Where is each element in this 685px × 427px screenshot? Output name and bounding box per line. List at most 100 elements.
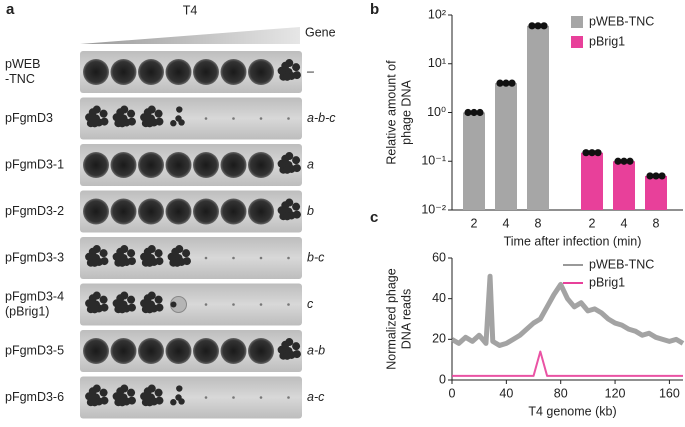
plaque	[127, 396, 136, 405]
plaque	[118, 398, 127, 407]
plaque	[90, 119, 99, 128]
replicate-dot	[534, 22, 542, 30]
gene-label: a	[307, 157, 314, 171]
plaque	[155, 117, 164, 126]
gene-label: b	[307, 204, 314, 218]
gene-header: Gene	[305, 25, 336, 39]
faint-spot	[259, 396, 263, 399]
bar	[495, 83, 517, 210]
plaque	[170, 399, 177, 406]
strain-label: pFgmD3-1	[5, 157, 64, 171]
plaque	[127, 388, 136, 397]
plaque	[292, 210, 301, 219]
replicate-dot	[502, 79, 510, 87]
strain-label: pFgmD3-2	[5, 204, 64, 218]
x-tick-label: 80	[554, 386, 568, 400]
gene-label: c	[307, 297, 314, 311]
plaque	[292, 164, 301, 173]
y-axis-label: DNA reads	[399, 289, 413, 349]
plaque	[127, 117, 136, 126]
plaque	[143, 108, 152, 117]
y-tick-label: 0	[439, 372, 446, 386]
faint-spot	[287, 256, 290, 260]
bar	[581, 152, 603, 210]
lysis-spot	[248, 338, 274, 364]
replicate-dot	[470, 108, 478, 117]
y-axis-label: phage DNA	[399, 80, 413, 145]
replicate-dot	[652, 172, 660, 180]
y-tick-label: 60	[432, 250, 446, 264]
panel-label: c	[370, 209, 378, 226]
replicate-dot	[528, 22, 536, 30]
plaque	[116, 108, 125, 117]
faint-spot	[259, 256, 263, 260]
replicate-dot	[476, 108, 484, 117]
lysis-spot	[83, 59, 109, 85]
plaque	[281, 340, 290, 349]
plaque	[145, 398, 154, 407]
plaque	[100, 303, 109, 312]
y-tick-label: 10²	[428, 7, 446, 21]
gene-label: b-c	[307, 250, 325, 264]
lysis-spot	[138, 338, 164, 364]
plaque	[100, 396, 109, 405]
replicate-dot	[464, 108, 472, 117]
lysis-spot	[193, 338, 219, 364]
plaque	[182, 257, 191, 266]
gene-label: –	[306, 64, 315, 78]
plaque	[171, 247, 180, 256]
plaque	[283, 212, 292, 221]
plate-strip	[80, 97, 302, 140]
plaque	[154, 295, 163, 304]
y-tick-label: 40	[432, 291, 446, 305]
strain-label: -TNC	[5, 72, 35, 86]
plaque	[116, 247, 125, 256]
plaque	[127, 303, 136, 312]
plaque	[155, 303, 164, 312]
plaque	[178, 119, 185, 126]
plaque	[116, 294, 125, 303]
plaque	[283, 351, 292, 360]
plate-strip	[80, 376, 302, 419]
y-axis-label: Normalized phage	[384, 268, 398, 369]
lysis-spot	[138, 198, 164, 225]
lysis-spot	[83, 198, 109, 225]
legend-label: pBrig1	[589, 275, 625, 289]
x-tick-label: 160	[659, 386, 680, 400]
x-tick-label: 8	[653, 216, 660, 230]
lysis-spot	[83, 152, 109, 178]
plaque	[88, 108, 97, 117]
x-tick-label: 8	[535, 216, 542, 230]
lysis-spot	[220, 198, 247, 225]
bar	[613, 161, 635, 210]
gene-label: a-c	[307, 390, 325, 404]
plaque	[100, 257, 109, 266]
lysis-spot	[248, 152, 274, 178]
lysis-spot	[248, 198, 274, 225]
plaque	[99, 388, 108, 397]
gene-label: a-b-c	[307, 111, 336, 125]
plaque	[292, 71, 301, 80]
plaque	[292, 63, 301, 72]
plaque	[145, 258, 154, 267]
plaque	[100, 117, 109, 126]
replicate-dot	[620, 157, 628, 165]
gene-label: a-b	[307, 343, 325, 357]
plaque	[99, 295, 108, 304]
faint-spot	[259, 117, 263, 120]
lysis-spot	[110, 198, 137, 225]
faint-spot	[204, 396, 208, 399]
plaque	[281, 61, 290, 70]
plaque	[127, 109, 136, 118]
y-tick-label: 10¹	[428, 56, 446, 70]
plaque	[176, 385, 183, 392]
data-line	[450, 273, 685, 348]
plaque	[283, 165, 292, 174]
replicate-dot	[658, 172, 666, 180]
x-tick-label: 2	[589, 216, 596, 230]
plaque	[88, 387, 97, 396]
replicate-dot	[614, 157, 622, 165]
plaque	[281, 154, 290, 163]
bar	[463, 112, 485, 210]
y-axis-label: Relative amount of	[384, 60, 398, 165]
